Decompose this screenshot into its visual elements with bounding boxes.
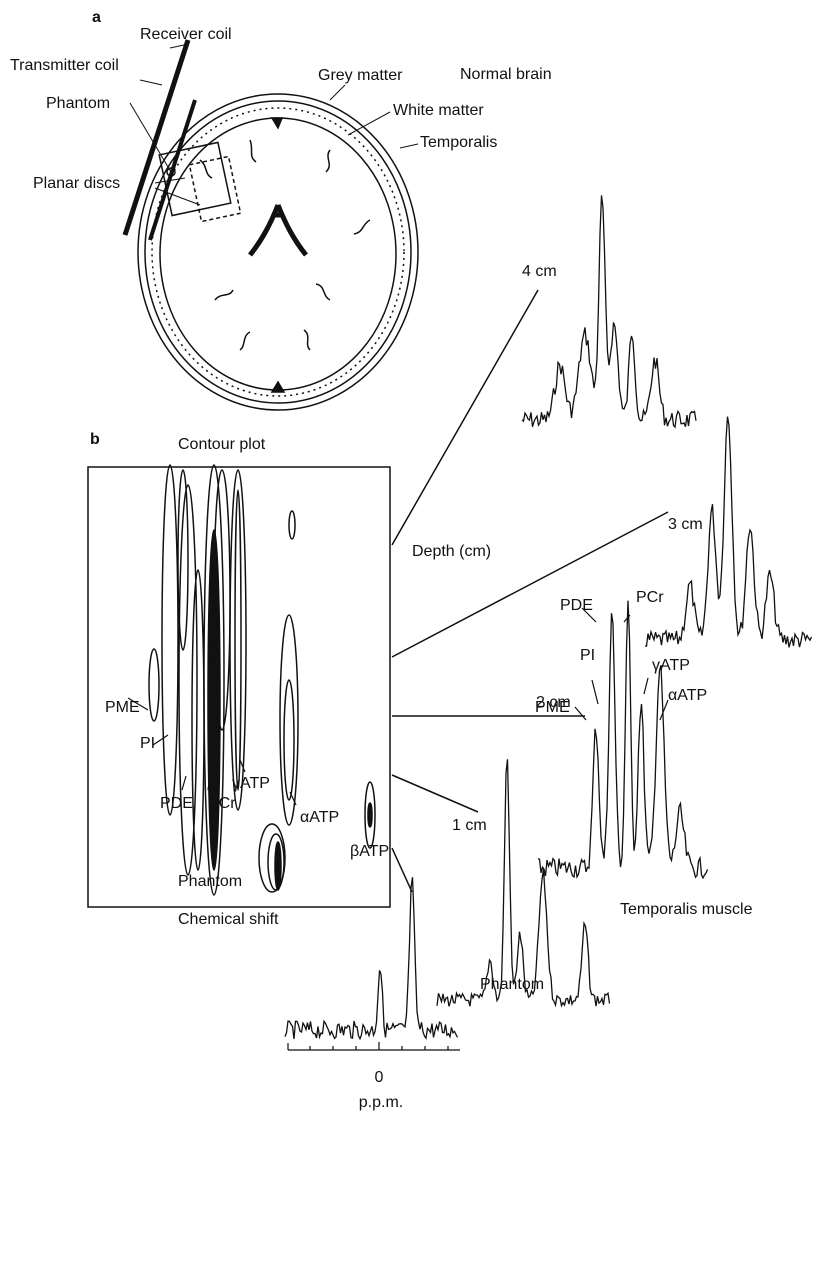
axis-tick-label: 0	[375, 1069, 384, 1086]
panel-label: b	[90, 431, 100, 448]
spectrum-trace	[285, 877, 458, 1039]
spectrum-trace	[437, 759, 610, 1006]
contour-label: PDE	[160, 795, 193, 812]
peak-label: PCr	[636, 589, 664, 606]
contour-label: Phantom	[178, 873, 242, 890]
contour-label: βATP	[350, 843, 389, 860]
depth-label: 1 cm	[452, 817, 487, 834]
contour-label: γATP	[232, 775, 270, 792]
annotation: White matter	[393, 102, 484, 119]
axis-unit: p.p.m.	[359, 1094, 403, 1111]
contour-label: PCr	[208, 795, 236, 812]
spectrum-trace	[522, 195, 696, 427]
annotation: Phantom	[46, 95, 110, 112]
peak-label: γATP	[652, 657, 690, 674]
depth-label: 4 cm	[522, 263, 557, 280]
peak-label: PME	[535, 699, 570, 716]
panel-title: Contour plot	[178, 436, 266, 453]
annotation: Grey matter	[318, 67, 403, 84]
panel-label: a	[92, 9, 101, 26]
figure: a Normal brain Receiver coil Transmitter…	[0, 0, 813, 1256]
contour-label: PME	[105, 699, 140, 716]
peak-label: PI	[580, 647, 595, 664]
annotation: Receiver coil	[140, 26, 232, 43]
panel-title: Normal brain	[460, 66, 552, 83]
annotation: Planar discs	[33, 175, 120, 192]
peak-label: αATP	[668, 687, 707, 704]
annotation: Transmitter coil	[10, 57, 119, 74]
x-label: Chemical shift	[178, 911, 279, 928]
peak-label: PDE	[560, 597, 593, 614]
contour-label: αATP	[300, 809, 339, 826]
ppm-scale	[288, 1042, 460, 1050]
trace-label: Temporalis muscle	[620, 901, 753, 918]
y-label: Depth (cm)	[412, 543, 491, 560]
contour-label: PI	[140, 735, 155, 752]
spectrum-trace	[538, 601, 708, 878]
annotation: Temporalis	[420, 134, 497, 151]
trace-label: Phantom	[480, 976, 544, 993]
brain-drawing	[125, 40, 418, 410]
depth-label: 3 cm	[668, 516, 703, 533]
